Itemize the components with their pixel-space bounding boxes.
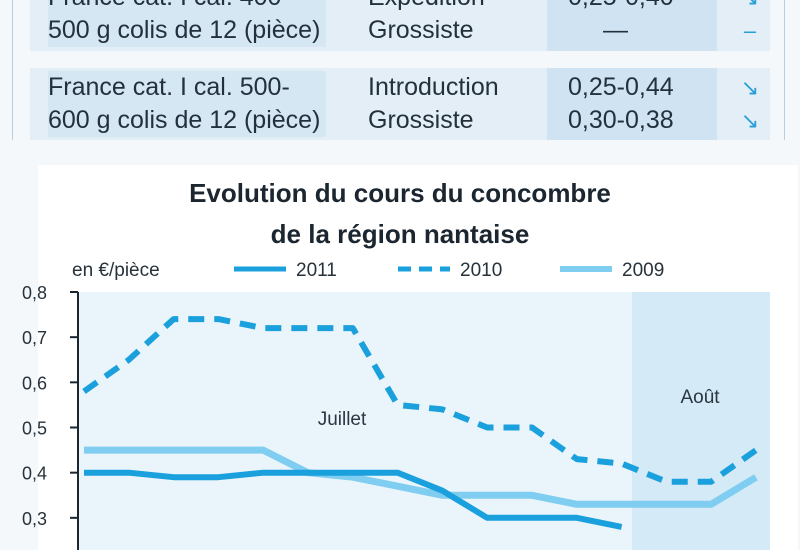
- legend: 2011 2010 2009: [234, 260, 664, 281]
- price-cell: 0,25-0,40 —: [547, 0, 717, 51]
- chart-title-line-1: Evolution du cours du concombre: [189, 178, 611, 208]
- price-cell: 0,25-0,44 0,30-0,38: [547, 68, 717, 140]
- price-line: —: [603, 16, 628, 44]
- down-arrow-icon: ↘: [740, 108, 760, 133]
- market-line: Expédition: [368, 0, 485, 14]
- y-tick-label: 0,3: [22, 509, 47, 529]
- series-layer: [82, 316, 758, 530]
- down-arrow-icon: ↘: [730, 0, 770, 14]
- legend-label-2009: 2009: [622, 260, 664, 281]
- series-line-2011: [84, 469, 623, 530]
- price-line: 0,25-0,44: [568, 73, 674, 101]
- market-cell: Expédition Grossiste: [368, 0, 485, 47]
- annotation-aout: Août: [680, 387, 720, 408]
- market-line: Grossiste: [368, 106, 474, 134]
- y-tick-label: 0,5: [22, 419, 47, 439]
- y-axis-label: en €/pièce: [72, 260, 160, 281]
- table-row: France cat. I cal. 400- 500 g colis de 1…: [30, 0, 770, 51]
- market-line: Grossiste: [368, 16, 474, 44]
- axis-layer: 0,80,70,60,50,40,30,2: [22, 283, 79, 550]
- market-cell: Introduction Grossiste: [368, 71, 499, 137]
- product-cell: France cat. I cal. 400- 500 g colis de 1…: [48, 0, 327, 47]
- trend-cell: ↘ –: [730, 0, 770, 47]
- down-arrow-icon: ↘: [740, 75, 760, 100]
- y-tick-label: 0,7: [22, 328, 47, 348]
- trend-cell: ↘ ↘: [730, 71, 770, 137]
- y-tick-label: 0,4: [22, 464, 47, 484]
- price-line: 0,30-0,38: [568, 106, 674, 134]
- series-line-2009: [84, 446, 758, 508]
- table-row: France cat. I cal. 500- 600 g colis de 1…: [30, 68, 770, 140]
- product-line: 500 g colis de 12 (pièce): [48, 16, 321, 44]
- product-cell: France cat. I cal. 500- 600 g colis de 1…: [48, 71, 327, 137]
- month-shade-aout: [632, 292, 770, 550]
- series-line-2010: [82, 316, 758, 485]
- product-line: France cat. I cal. 500-: [48, 73, 290, 101]
- dash-icon: –: [743, 18, 757, 43]
- market-line: Introduction: [368, 73, 499, 101]
- y-tick-label: 0,6: [22, 373, 47, 393]
- y-tick-label: 0,8: [22, 283, 47, 303]
- chart-title-line-2: de la région nantaise: [271, 219, 530, 249]
- legend-label-2010: 2010: [460, 260, 502, 281]
- price-table: France cat. I cal. 400- 500 g colis de 1…: [0, 0, 800, 150]
- product-line: 600 g colis de 12 (pièce): [48, 106, 321, 134]
- legend-label-2011: 2011: [296, 260, 337, 281]
- annotation-juillet: Juillet: [318, 409, 367, 430]
- price-line: 0,25-0,40: [568, 0, 717, 14]
- table-rule: [12, 0, 13, 140]
- table-rule: [784, 0, 785, 140]
- product-line: France cat. I cal. 400-: [48, 0, 320, 14]
